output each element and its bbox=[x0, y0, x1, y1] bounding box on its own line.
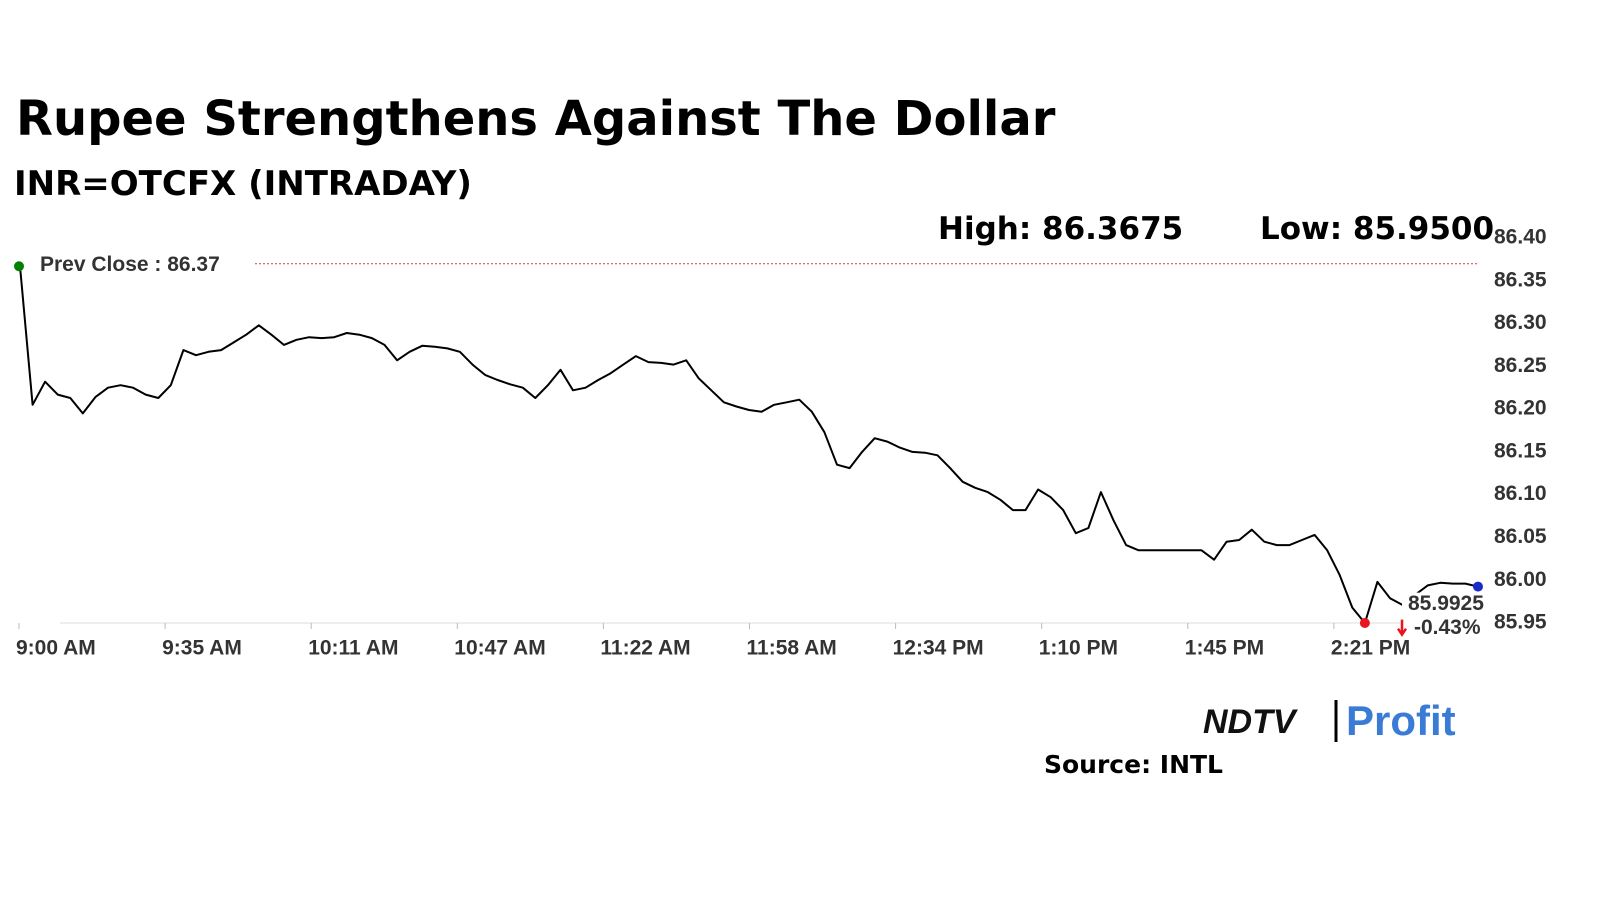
last-dot bbox=[1473, 581, 1483, 592]
low-dot bbox=[1359, 618, 1370, 628]
y-tick-label: 86.05 bbox=[1494, 525, 1547, 548]
y-tick-label: 86.30 bbox=[1494, 311, 1547, 334]
y-tick-label: 86.25 bbox=[1494, 354, 1547, 377]
x-tick-label: 1:10 PM bbox=[1039, 637, 1118, 660]
logo-profit: Profit bbox=[1346, 697, 1456, 744]
y-tick-label: 86.20 bbox=[1494, 397, 1547, 420]
down-arrow bbox=[1396, 619, 1408, 637]
x-tick-label: 11:22 AM bbox=[600, 637, 690, 660]
change-label: -0.43% bbox=[1414, 616, 1481, 639]
y-tick-label: 85.95 bbox=[1494, 611, 1547, 634]
y-tick-label: 86.35 bbox=[1494, 268, 1547, 291]
y-tick-label: 86.00 bbox=[1494, 568, 1547, 591]
logo-ndtv: NDTV bbox=[1203, 703, 1299, 741]
x-tick-label: 1:45 PM bbox=[1185, 637, 1264, 660]
x-tick-label: 9:00 AM bbox=[16, 637, 96, 660]
chart-title: Rupee Strengthens Against The Dollar bbox=[16, 91, 1056, 147]
y-tick-label: 86.40 bbox=[1494, 226, 1547, 249]
last-label-bg bbox=[1402, 592, 1482, 639]
x-tick-label: 2:21 PM bbox=[1331, 637, 1410, 660]
source: Source: INTL bbox=[1044, 750, 1223, 779]
x-tick-label: 11:58 AM bbox=[747, 637, 837, 660]
chart-subtitle: INR=OTCFX (INTRADAY) bbox=[14, 164, 472, 204]
x-tick-label: 12:34 PM bbox=[893, 637, 984, 660]
y-tick-label: 86.15 bbox=[1494, 439, 1547, 462]
x-tick-label: 10:47 AM bbox=[454, 637, 545, 660]
plot-area: 85.95 86.00 86.05 86.10 86.15 86.20 86.25 86.30… bbox=[14, 226, 1547, 660]
x-tick-label: 9:35 AM bbox=[162, 637, 242, 660]
high-label: High: 86.3675 bbox=[938, 211, 1183, 247]
x-tick-label: 10:11 AM bbox=[308, 637, 398, 660]
last-label: 85.9925 bbox=[1408, 592, 1484, 615]
price-line bbox=[19, 266, 1479, 624]
y-tick-label: 86.10 bbox=[1494, 482, 1547, 505]
prev-close-label: Prev Close : 86.37 bbox=[40, 253, 220, 276]
open-dot bbox=[14, 261, 24, 272]
low-label: Low: 85.9500 bbox=[1260, 211, 1494, 247]
